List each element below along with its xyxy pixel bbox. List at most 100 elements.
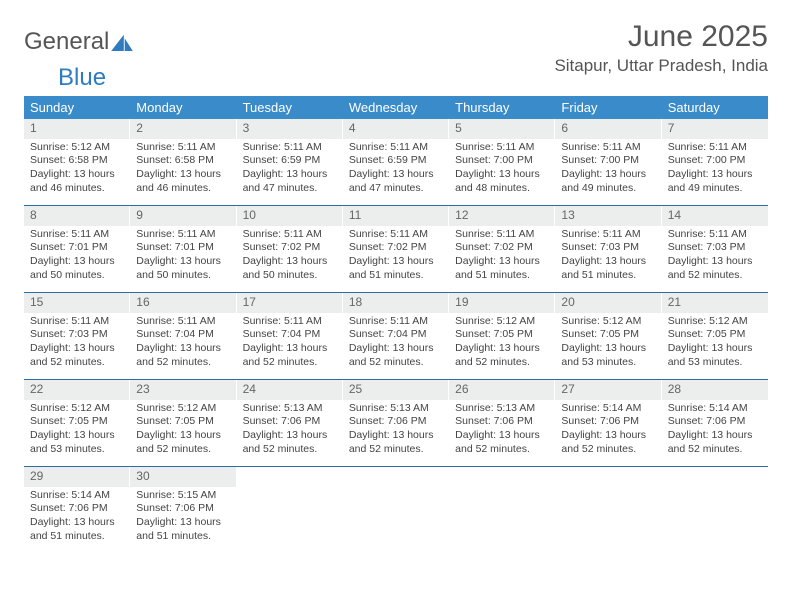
- day-cell: [449, 467, 555, 553]
- day-cell: 17Sunrise: 5:11 AMSunset: 7:04 PMDayligh…: [237, 293, 343, 379]
- day-body: Sunrise: 5:11 AMSunset: 6:58 PMDaylight:…: [130, 139, 236, 200]
- day-cell: 20Sunrise: 5:12 AMSunset: 7:05 PMDayligh…: [555, 293, 661, 379]
- day-cell: [343, 467, 449, 553]
- week-row: 15Sunrise: 5:11 AMSunset: 7:03 PMDayligh…: [24, 293, 768, 380]
- sunrise: Sunrise: 5:12 AM: [668, 315, 762, 329]
- daylight: Daylight: 13 hours and 49 minutes.: [668, 168, 762, 195]
- daylight: Daylight: 13 hours and 46 minutes.: [136, 168, 230, 195]
- day-number: 22: [24, 380, 130, 400]
- day-cell: 28Sunrise: 5:14 AMSunset: 7:06 PMDayligh…: [662, 380, 768, 466]
- sunrise: Sunrise: 5:15 AM: [136, 489, 230, 503]
- sunrise: Sunrise: 5:12 AM: [30, 402, 124, 416]
- daylight: Daylight: 13 hours and 53 minutes.: [30, 429, 124, 456]
- sunset: Sunset: 7:05 PM: [455, 328, 549, 342]
- day-number: 24: [237, 380, 343, 400]
- sunrise: Sunrise: 5:14 AM: [668, 402, 762, 416]
- weekday-header: Thursday: [449, 96, 555, 119]
- daylight: Daylight: 13 hours and 48 minutes.: [455, 168, 549, 195]
- daylight: Daylight: 13 hours and 52 minutes.: [668, 429, 762, 456]
- day-number: 5: [449, 119, 555, 139]
- sunset: Sunset: 7:06 PM: [455, 415, 549, 429]
- week-row: 22Sunrise: 5:12 AMSunset: 7:05 PMDayligh…: [24, 380, 768, 467]
- sunset: Sunset: 7:02 PM: [455, 241, 549, 255]
- day-body: Sunrise: 5:11 AMSunset: 7:02 PMDaylight:…: [343, 226, 449, 287]
- day-body: Sunrise: 5:11 AMSunset: 7:04 PMDaylight:…: [237, 313, 343, 374]
- day-body: Sunrise: 5:14 AMSunset: 7:06 PMDaylight:…: [555, 400, 661, 461]
- weekday-header-row: SundayMondayTuesdayWednesdayThursdayFrid…: [24, 96, 768, 119]
- sunset: Sunset: 7:06 PM: [561, 415, 655, 429]
- day-body: Sunrise: 5:15 AMSunset: 7:06 PMDaylight:…: [130, 487, 236, 548]
- day-cell: 6Sunrise: 5:11 AMSunset: 7:00 PMDaylight…: [555, 119, 661, 205]
- week-row: 29Sunrise: 5:14 AMSunset: 7:06 PMDayligh…: [24, 467, 768, 553]
- daylight: Daylight: 13 hours and 52 minutes.: [349, 342, 443, 369]
- day-body: Sunrise: 5:11 AMSunset: 6:59 PMDaylight:…: [343, 139, 449, 200]
- day-cell: 15Sunrise: 5:11 AMSunset: 7:03 PMDayligh…: [24, 293, 130, 379]
- sunrise: Sunrise: 5:11 AM: [668, 141, 762, 155]
- day-body: Sunrise: 5:11 AMSunset: 7:00 PMDaylight:…: [662, 139, 768, 200]
- sunset: Sunset: 7:00 PM: [455, 154, 549, 168]
- daylight: Daylight: 13 hours and 52 minutes.: [30, 342, 124, 369]
- daylight: Daylight: 13 hours and 52 minutes.: [243, 342, 337, 369]
- sunrise: Sunrise: 5:11 AM: [30, 315, 124, 329]
- sunrise: Sunrise: 5:11 AM: [349, 315, 443, 329]
- sunrise: Sunrise: 5:11 AM: [243, 315, 337, 329]
- sunrise: Sunrise: 5:11 AM: [455, 141, 549, 155]
- sunset: Sunset: 7:04 PM: [243, 328, 337, 342]
- daylight: Daylight: 13 hours and 50 minutes.: [30, 255, 124, 282]
- weekday-header: Tuesday: [237, 96, 343, 119]
- sunrise: Sunrise: 5:11 AM: [136, 228, 230, 242]
- day-number: 27: [555, 380, 661, 400]
- day-number: 29: [24, 467, 130, 487]
- day-number: 19: [449, 293, 555, 313]
- day-body: Sunrise: 5:14 AMSunset: 7:06 PMDaylight:…: [24, 487, 130, 548]
- sunrise: Sunrise: 5:13 AM: [455, 402, 549, 416]
- sunset: Sunset: 7:05 PM: [136, 415, 230, 429]
- day-number: 4: [343, 119, 449, 139]
- day-number: 7: [662, 119, 768, 139]
- day-cell: 2Sunrise: 5:11 AMSunset: 6:58 PMDaylight…: [130, 119, 236, 205]
- daylight: Daylight: 13 hours and 53 minutes.: [561, 342, 655, 369]
- day-body: Sunrise: 5:12 AMSunset: 7:05 PMDaylight:…: [449, 313, 555, 374]
- sunrise: Sunrise: 5:11 AM: [561, 228, 655, 242]
- sunrise: Sunrise: 5:12 AM: [30, 141, 124, 155]
- sunrise: Sunrise: 5:12 AM: [136, 402, 230, 416]
- day-body: Sunrise: 5:12 AMSunset: 7:05 PMDaylight:…: [662, 313, 768, 374]
- sunset: Sunset: 7:04 PM: [136, 328, 230, 342]
- day-cell: 16Sunrise: 5:11 AMSunset: 7:04 PMDayligh…: [130, 293, 236, 379]
- sunset: Sunset: 6:59 PM: [243, 154, 337, 168]
- day-cell: [662, 467, 768, 553]
- week-row: 8Sunrise: 5:11 AMSunset: 7:01 PMDaylight…: [24, 206, 768, 293]
- sunset: Sunset: 7:06 PM: [136, 502, 230, 516]
- sunset: Sunset: 6:59 PM: [349, 154, 443, 168]
- month-title: June 2025: [554, 20, 768, 54]
- daylight: Daylight: 13 hours and 52 minutes.: [561, 429, 655, 456]
- logo-text-2: Blue: [58, 64, 792, 92]
- sunset: Sunset: 7:01 PM: [30, 241, 124, 255]
- day-cell: 21Sunrise: 5:12 AMSunset: 7:05 PMDayligh…: [662, 293, 768, 379]
- sunrise: Sunrise: 5:11 AM: [243, 228, 337, 242]
- day-number: 17: [237, 293, 343, 313]
- daylight: Daylight: 13 hours and 52 minutes.: [136, 342, 230, 369]
- day-cell: 18Sunrise: 5:11 AMSunset: 7:04 PMDayligh…: [343, 293, 449, 379]
- day-body: Sunrise: 5:11 AMSunset: 7:02 PMDaylight:…: [449, 226, 555, 287]
- sunrise: Sunrise: 5:11 AM: [136, 141, 230, 155]
- daylight: Daylight: 13 hours and 47 minutes.: [349, 168, 443, 195]
- sunset: Sunset: 7:06 PM: [30, 502, 124, 516]
- day-number: 3: [237, 119, 343, 139]
- day-body: Sunrise: 5:11 AMSunset: 7:01 PMDaylight:…: [130, 226, 236, 287]
- sunrise: Sunrise: 5:11 AM: [243, 141, 337, 155]
- day-body: Sunrise: 5:11 AMSunset: 7:04 PMDaylight:…: [130, 313, 236, 374]
- day-number: 1: [24, 119, 130, 139]
- daylight: Daylight: 13 hours and 52 minutes.: [243, 429, 337, 456]
- day-body: Sunrise: 5:11 AMSunset: 7:00 PMDaylight:…: [449, 139, 555, 200]
- daylight: Daylight: 13 hours and 50 minutes.: [136, 255, 230, 282]
- day-body: Sunrise: 5:12 AMSunset: 6:58 PMDaylight:…: [24, 139, 130, 200]
- daylight: Daylight: 13 hours and 52 minutes.: [136, 429, 230, 456]
- day-number: 23: [130, 380, 236, 400]
- daylight: Daylight: 13 hours and 50 minutes.: [243, 255, 337, 282]
- day-cell: 5Sunrise: 5:11 AMSunset: 7:00 PMDaylight…: [449, 119, 555, 205]
- sunset: Sunset: 7:03 PM: [668, 241, 762, 255]
- day-number: 14: [662, 206, 768, 226]
- sunset: Sunset: 7:02 PM: [349, 241, 443, 255]
- day-cell: 23 Sunrise: 5:12 AMSunset: 7:05 PMDayligh…: [130, 380, 236, 466]
